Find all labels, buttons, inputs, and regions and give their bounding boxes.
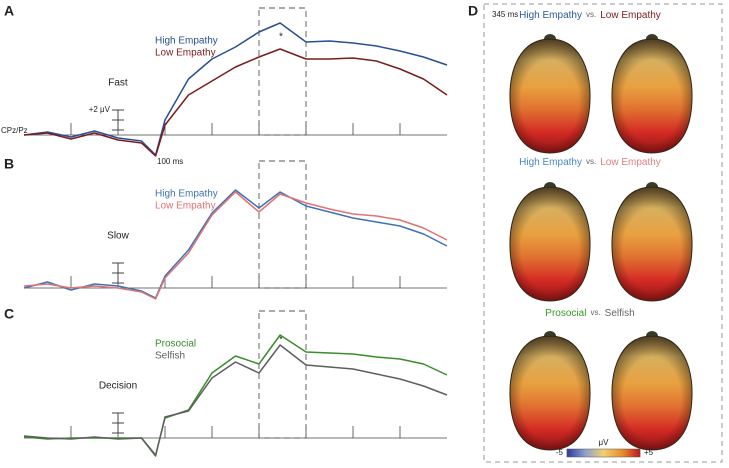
erp-line <box>23 48 448 157</box>
condition-a: Prosocial <box>545 308 586 319</box>
time-label: 100 ms <box>157 157 183 166</box>
topomap-panel: D 345 ms High Empathy vs. Low EmpathyHigh … <box>468 3 723 463</box>
legend-entry: Low Empathy <box>155 48 216 59</box>
time-label: 345 ms <box>492 10 518 19</box>
legend-entry: High Empathy <box>155 189 218 200</box>
condition-a: High Empathy <box>519 10 582 21</box>
condition-a: High Empathy <box>519 157 582 168</box>
erp-line <box>23 189 448 299</box>
topomap-head <box>611 33 693 154</box>
legend-entry: Low Empathy <box>155 201 216 212</box>
erp-line <box>23 191 448 300</box>
comparison-title: High Empathy vs. Low Empathy <box>519 157 661 168</box>
condition-b: Low Empathy <box>600 10 661 21</box>
condition-b: Selfish <box>605 308 635 319</box>
time-window <box>258 310 307 439</box>
erp-line <box>23 344 448 457</box>
significance: * <box>279 335 283 346</box>
comparison-title: High Empathy vs. Low Empathy <box>519 10 661 21</box>
vs-label: vs. <box>586 157 596 166</box>
vs-label: vs. <box>586 10 596 19</box>
topomap-head <box>611 330 693 451</box>
time-window <box>258 160 307 289</box>
legend-entry: Prosocial <box>155 339 196 350</box>
panel-letter: A <box>4 3 14 19</box>
legend-entry: High Empathy <box>155 36 218 47</box>
condition-label: Decision <box>99 381 137 392</box>
scale-label: +2 μV <box>89 105 111 114</box>
topomap-head <box>509 181 591 302</box>
panel-letter: D <box>468 3 478 19</box>
panel-letter: C <box>4 306 14 322</box>
topomap-head <box>509 330 591 451</box>
time-window <box>258 7 307 136</box>
comparison-title: Prosocial vs. Selfish <box>545 308 634 319</box>
panel-letter: B <box>4 156 14 172</box>
topomap-head <box>509 33 591 154</box>
channel-label: CPz/Pz <box>1 126 28 135</box>
topomap-head <box>611 181 693 302</box>
colorbar <box>566 448 641 458</box>
colorbar-tick-label: -5 <box>556 448 564 457</box>
erp-line <box>23 22 448 156</box>
vs-label: vs. <box>590 308 600 317</box>
colorbar-tick-label: +5 <box>644 448 654 457</box>
colorbar-unit: μV <box>599 438 610 447</box>
panel-border <box>483 3 723 463</box>
legend-entry: Selfish <box>155 351 185 362</box>
condition-b: Low Empathy <box>600 157 661 168</box>
condition-label: Fast <box>108 78 128 89</box>
significance: * <box>279 32 283 43</box>
condition-label: Slow <box>107 231 129 242</box>
